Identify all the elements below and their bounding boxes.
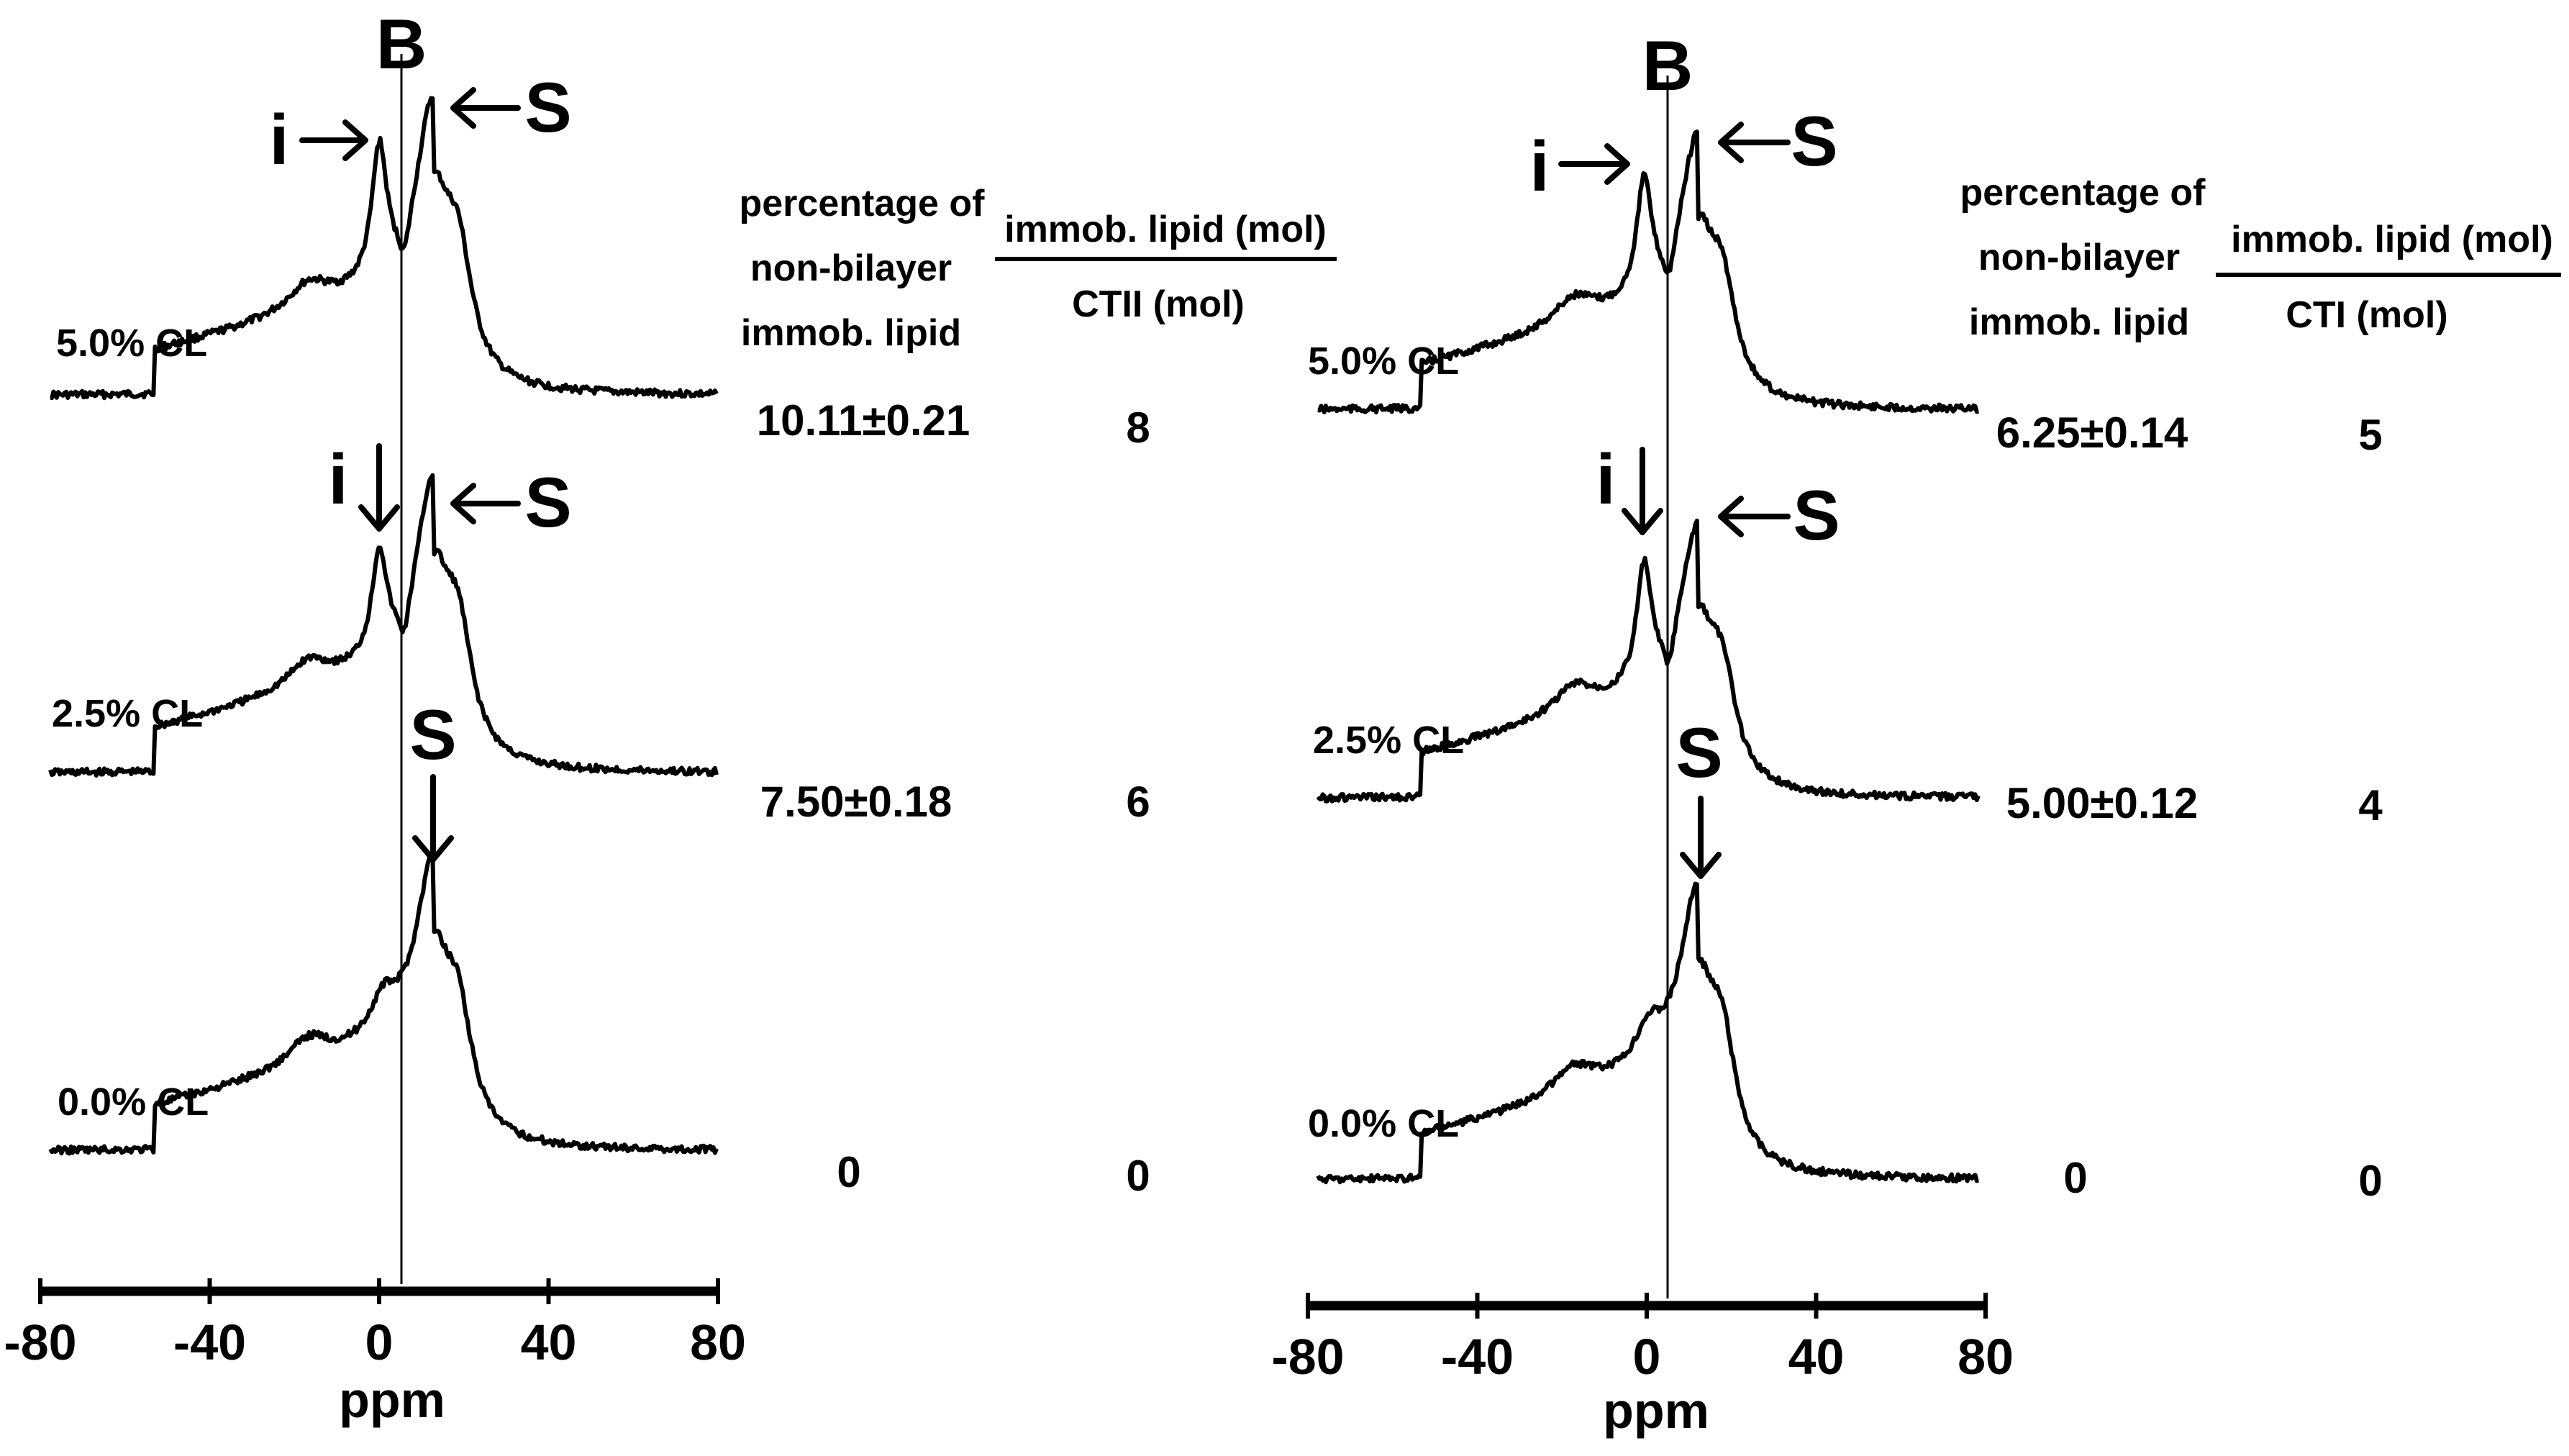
s-arrow-left [450, 87, 521, 129]
s-arrow-down [1680, 796, 1722, 879]
spectrum-trace [1316, 881, 1980, 1185]
x-axis-ticks: -80 -40 0 40 80 [4, 1278, 746, 1370]
s-label: S [409, 695, 456, 774]
x-tick-label: 80 [1958, 1329, 2014, 1385]
s-arrow-left [1718, 122, 1791, 163]
b-label: B [1642, 26, 1693, 105]
i-arrow-right [299, 119, 368, 161]
s-label: S [1793, 476, 1840, 555]
spectrum-trace [1317, 129, 1980, 415]
x-tick-label: -80 [1271, 1329, 1344, 1385]
ratio-value: 0 [1126, 1152, 1150, 1200]
x-tick-label: 80 [690, 1314, 746, 1370]
ratio-value: 0 [2358, 1157, 2382, 1205]
series-label: 5.0% CL [1308, 340, 1459, 383]
i-label: i [328, 440, 347, 519]
percentage-value: 6.25±0.14 [1996, 409, 2188, 457]
spectrum-trace [48, 473, 719, 778]
ratio-value: 4 [2358, 781, 2383, 829]
header-percentage-line1: percentage of [1960, 172, 2206, 214]
s-label: S [1791, 101, 1837, 181]
series-label: 0.0% CL [1308, 1102, 1459, 1145]
series-label: 2.5% CL [1313, 719, 1464, 762]
percentage-value: 5.00±0.12 [2006, 779, 2198, 827]
ratio-value: 6 [1126, 778, 1150, 826]
series-label: 5.0% CL [56, 322, 207, 365]
spectrum-trace [1316, 518, 1981, 804]
s-label: S [1675, 713, 1722, 792]
i-label: i [269, 100, 288, 179]
header-ratio-numerator: immob. lipid (mol) [1004, 209, 1327, 250]
header-percentage-line2: non-bilayer [1978, 237, 2180, 278]
s-arrow-left [450, 483, 521, 524]
x-tick-label: -40 [1441, 1329, 1514, 1385]
x-tick-label: 40 [521, 1314, 577, 1370]
spectrum-trace [50, 96, 719, 401]
percentage-value: 7.50±0.18 [760, 778, 952, 826]
i-label: i [1596, 440, 1615, 519]
x-axis-label: ppm [339, 1372, 445, 1428]
percentage-value: 10.11±0.21 [757, 396, 970, 445]
series-label: 0.0% CL [58, 1080, 209, 1124]
percentage-value: 0 [837, 1148, 860, 1196]
x-axis-label: ppm [1603, 1383, 1709, 1439]
header-percentage-line3: immob. lipid [1969, 301, 2189, 343]
panel-right: B 5.0% CL 2.5% CL 0.0% CL i S i S S perc… [1271, 26, 2561, 1439]
b-label: B [376, 4, 427, 83]
series-label: 2.5% CL [52, 692, 203, 735]
i-arrow-down [1622, 447, 1663, 535]
header-percentage-line3: immob. lipid [741, 312, 961, 354]
percentage-value: 0 [2063, 1154, 2087, 1202]
x-tick-label: -80 [4, 1314, 76, 1370]
x-axis-ticks: -80 -40 0 40 80 [1271, 1293, 2014, 1385]
ratio-value: 8 [1126, 404, 1150, 452]
s-arrow-down [412, 774, 454, 863]
header-ratio-numerator: immob. lipid (mol) [2231, 219, 2553, 260]
header-ratio-denominator: CTI (mol) [2286, 294, 2447, 336]
i-arrow-right [1558, 143, 1630, 185]
header-percentage-line2: non-bilayer [750, 247, 952, 289]
x-tick-label: 0 [1633, 1329, 1661, 1385]
x-tick-label: 40 [1788, 1329, 1845, 1385]
panel-left: B 5.0% CL 2.5% CL 0.0% CL i S i S S perc… [4, 4, 1337, 1428]
s-label: S [524, 68, 571, 147]
x-tick-label: -40 [173, 1314, 246, 1370]
spectrum-trace [48, 851, 719, 1156]
header-ratio-denominator: CTII (mol) [1072, 283, 1245, 325]
i-label: i [1529, 127, 1549, 206]
s-arrow-left [1718, 496, 1791, 537]
ratio-value: 5 [2358, 411, 2382, 459]
header-percentage-line1: percentage of [740, 183, 986, 224]
s-label: S [524, 463, 571, 542]
i-arrow-down [358, 443, 400, 532]
x-tick-label: 0 [365, 1314, 394, 1370]
